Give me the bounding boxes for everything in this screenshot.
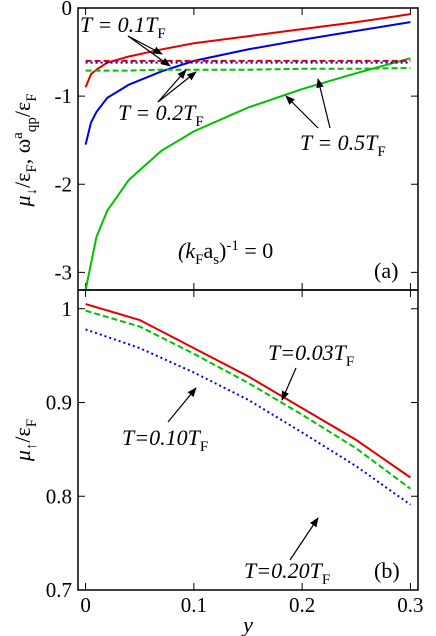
y-tick-label: 0.7 <box>46 578 72 602</box>
y-tick-label: 1 <box>62 297 73 321</box>
text-part: s <box>213 252 219 268</box>
text-part: ) <box>219 238 226 263</box>
annotation: T = 0.2TF <box>118 100 204 130</box>
text-part: F <box>322 572 330 588</box>
annotation: T=0.20TF <box>244 558 330 588</box>
x-tick-label: 0 <box>80 593 91 617</box>
y-tick-label: -2 <box>55 172 73 196</box>
y-axis-title: μ↑/εF <box>10 419 40 462</box>
text-part: T=0.03T <box>268 340 348 365</box>
text-part: F <box>24 93 40 101</box>
y-axis-label: μ↓/εF, ωaqp/εF <box>10 93 40 207</box>
arrow <box>316 78 331 129</box>
text-part: a <box>203 238 213 263</box>
text-part: F <box>157 26 165 42</box>
arrow <box>157 69 187 103</box>
y-tick-label: 0 <box>62 0 73 20</box>
arrow <box>289 517 319 561</box>
annotation: (kFas)-1 = 0 <box>178 238 273 268</box>
y-tick-label: 0.9 <box>46 391 72 415</box>
arrow <box>285 95 319 129</box>
text-part: ↓ <box>24 188 40 196</box>
x-tick-label: 0.1 <box>181 593 207 617</box>
line-series <box>84 21 411 145</box>
text-part: T=0.10T <box>122 425 202 450</box>
text-part: /ε <box>10 102 35 117</box>
arrow <box>127 35 163 55</box>
x-tick-label: 0.3 <box>397 593 423 617</box>
text-part: F <box>346 354 354 370</box>
y-tick-label: -1 <box>55 84 73 108</box>
plot-frame <box>77 289 419 591</box>
text-part: = 0 <box>239 238 273 263</box>
arrow <box>127 35 171 67</box>
y-tick-label: 0.8 <box>46 484 72 508</box>
text-part: (k <box>178 238 196 263</box>
text-part: μ <box>10 450 35 462</box>
annotation: T=0.10TF <box>122 425 208 455</box>
panel-label: (a) <box>374 258 398 283</box>
y-axis-title: μ↓/εF, ωaqp/εF <box>10 93 40 207</box>
panel-label: (b) <box>374 558 400 583</box>
text-part: T = 0.1T <box>80 12 159 37</box>
line-series <box>85 309 412 490</box>
annotation: T = 0.1TF <box>80 12 166 42</box>
text-part: F <box>200 439 208 455</box>
text-part: T=0.20T <box>244 558 324 583</box>
text-part: μ <box>10 196 35 208</box>
text-part: F <box>195 114 203 130</box>
text-part: , ω <box>10 139 35 164</box>
y-axis-label: μ↑/εF <box>10 419 40 462</box>
arrow <box>157 71 197 103</box>
text-part: F <box>377 144 385 160</box>
text-part: T = 0.2T <box>118 100 197 125</box>
arrow <box>167 387 197 423</box>
x-tick-label: 0.2 <box>289 593 315 617</box>
text-part: ↑ <box>24 443 40 451</box>
y-tick-label: -3 <box>55 260 73 284</box>
annotation: T = 0.5TF <box>300 130 386 160</box>
text-part: a <box>10 132 26 139</box>
line-series <box>85 303 411 479</box>
x-axis-title: y <box>241 612 253 636</box>
text-part: /ε <box>10 173 35 188</box>
text-part: F <box>24 164 40 172</box>
line-series <box>85 328 411 506</box>
annotation: T=0.03TF <box>268 340 354 370</box>
line-series <box>85 66 411 72</box>
text-part: qp <box>24 117 40 132</box>
text-part: -1 <box>226 238 239 254</box>
text-part: F <box>24 419 40 427</box>
arrow <box>281 367 297 401</box>
text-part: F <box>195 252 203 268</box>
text-part: /ε <box>10 427 35 442</box>
text-part: T = 0.5T <box>300 130 379 155</box>
